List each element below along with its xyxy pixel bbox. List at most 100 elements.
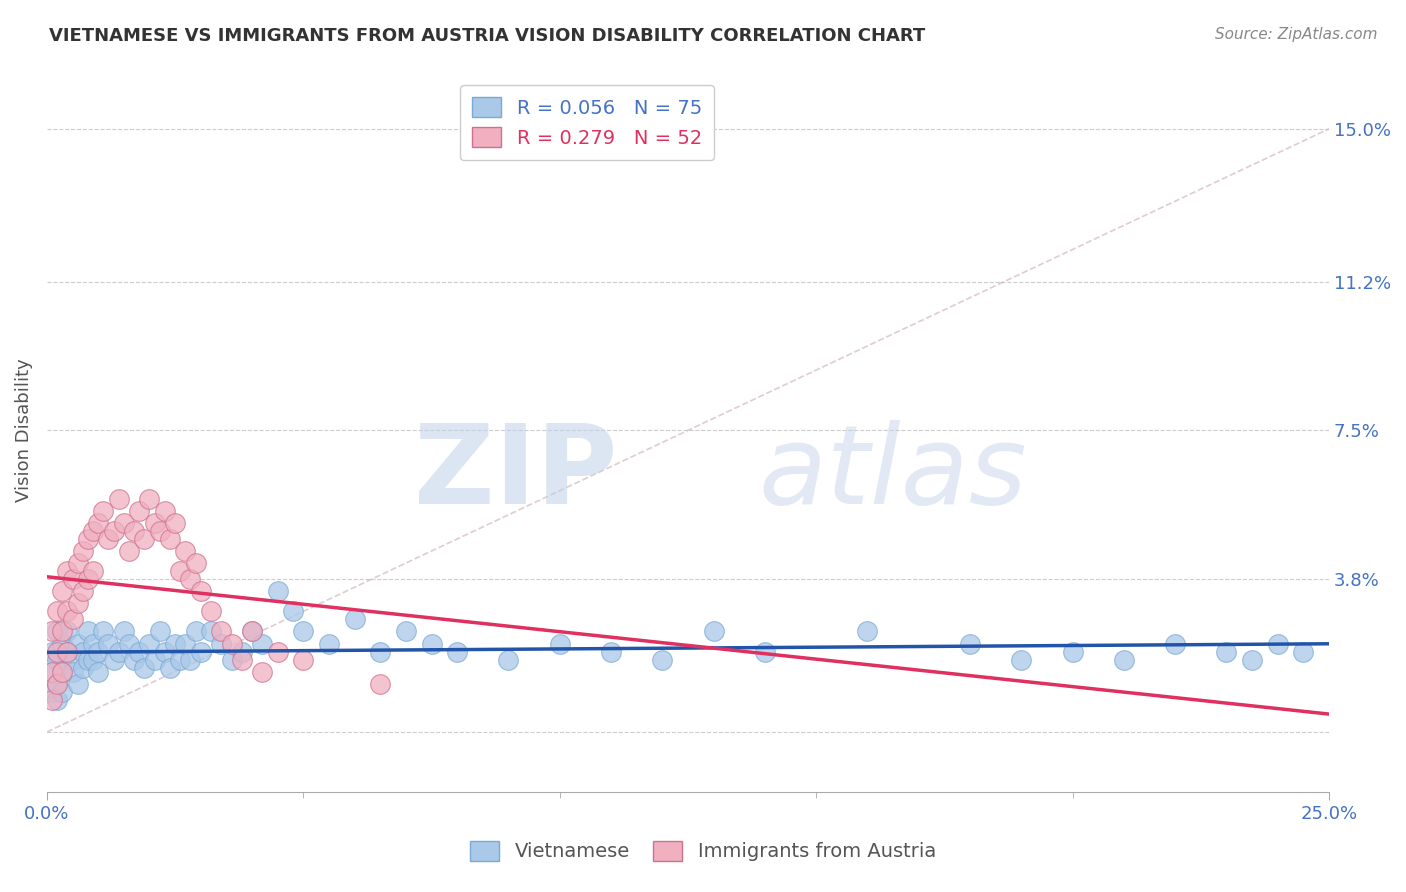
Point: [1010, 652, 1032, 666]
Point: [66, 596, 89, 610]
Point: [395, 624, 418, 639]
Point: [446, 644, 468, 658]
Point: [240, 624, 263, 639]
Point: [51, 665, 73, 679]
Point: [318, 636, 340, 650]
Point: [87, 516, 110, 530]
Point: [51, 624, 73, 639]
Point: [1164, 636, 1187, 650]
Point: [122, 652, 145, 666]
Point: [179, 652, 201, 666]
Point: [1267, 636, 1289, 650]
Point: [153, 504, 176, 518]
Point: [56, 604, 79, 618]
Point: [51, 685, 73, 699]
Point: [77, 572, 100, 586]
Point: [46, 652, 69, 666]
Point: [368, 644, 391, 658]
Point: [169, 652, 191, 666]
Point: [97, 532, 120, 546]
Point: [190, 584, 212, 599]
Text: VIETNAMESE VS IMMIGRANTS FROM AUSTRIA VISION DISABILITY CORRELATION CHART: VIETNAMESE VS IMMIGRANTS FROM AUSTRIA VI…: [49, 27, 925, 45]
Point: [343, 612, 366, 626]
Point: [149, 624, 172, 639]
Point: [292, 624, 315, 639]
Point: [1112, 652, 1135, 666]
Point: [252, 636, 274, 650]
Point: [134, 532, 156, 546]
Point: [1241, 652, 1264, 666]
Point: [62, 652, 84, 666]
Point: [41, 665, 63, 679]
Point: [72, 544, 94, 558]
Text: Source: ZipAtlas.com: Source: ZipAtlas.com: [1215, 27, 1378, 42]
Point: [56, 644, 79, 658]
Point: [82, 564, 104, 578]
Point: [252, 665, 274, 679]
Point: [97, 636, 120, 650]
Point: [266, 644, 288, 658]
Point: [209, 636, 232, 650]
Point: [143, 652, 166, 666]
Point: [165, 516, 187, 530]
Point: [138, 636, 160, 650]
Point: [138, 491, 160, 506]
Point: [87, 644, 110, 658]
Point: [66, 677, 89, 691]
Point: [41, 624, 63, 639]
Point: [51, 665, 73, 679]
Point: [118, 544, 141, 558]
Point: [46, 693, 69, 707]
Point: [118, 636, 141, 650]
Point: [153, 644, 176, 658]
Point: [498, 652, 520, 666]
Point: [107, 491, 129, 506]
Point: [112, 516, 135, 530]
Y-axis label: Vision Disability: Vision Disability: [15, 359, 32, 502]
Point: [266, 584, 288, 599]
Text: atlas: atlas: [758, 420, 1028, 527]
Point: [77, 532, 100, 546]
Point: [174, 544, 197, 558]
Point: [368, 677, 391, 691]
Point: [46, 644, 69, 658]
Point: [91, 504, 114, 518]
Point: [103, 524, 125, 538]
Point: [856, 624, 879, 639]
Point: [51, 584, 73, 599]
Point: [56, 624, 79, 639]
Point: [651, 652, 673, 666]
Point: [62, 572, 84, 586]
Point: [107, 644, 129, 658]
Point: [134, 660, 156, 674]
Point: [82, 524, 104, 538]
Point: [82, 652, 104, 666]
Point: [41, 693, 63, 707]
Point: [221, 636, 243, 650]
Point: [72, 644, 94, 658]
Point: [82, 636, 104, 650]
Point: [200, 624, 222, 639]
Legend: R = 0.056   N = 75, R = 0.279   N = 52: R = 0.056 N = 75, R = 0.279 N = 52: [461, 86, 714, 160]
Point: [128, 504, 150, 518]
Text: ZIP: ZIP: [413, 420, 617, 527]
Point: [420, 636, 443, 650]
Point: [184, 556, 207, 570]
Point: [1062, 644, 1084, 658]
Point: [56, 644, 79, 658]
Point: [46, 677, 69, 691]
Point: [1215, 644, 1237, 658]
Point: [112, 624, 135, 639]
Point: [62, 665, 84, 679]
Point: [200, 604, 222, 618]
Point: [66, 636, 89, 650]
Point: [240, 624, 263, 639]
Point: [281, 604, 304, 618]
Point: [91, 624, 114, 639]
Point: [128, 644, 150, 658]
Point: [46, 604, 69, 618]
Point: [703, 624, 725, 639]
Point: [1292, 644, 1315, 658]
Point: [600, 644, 623, 658]
Point: [77, 652, 100, 666]
